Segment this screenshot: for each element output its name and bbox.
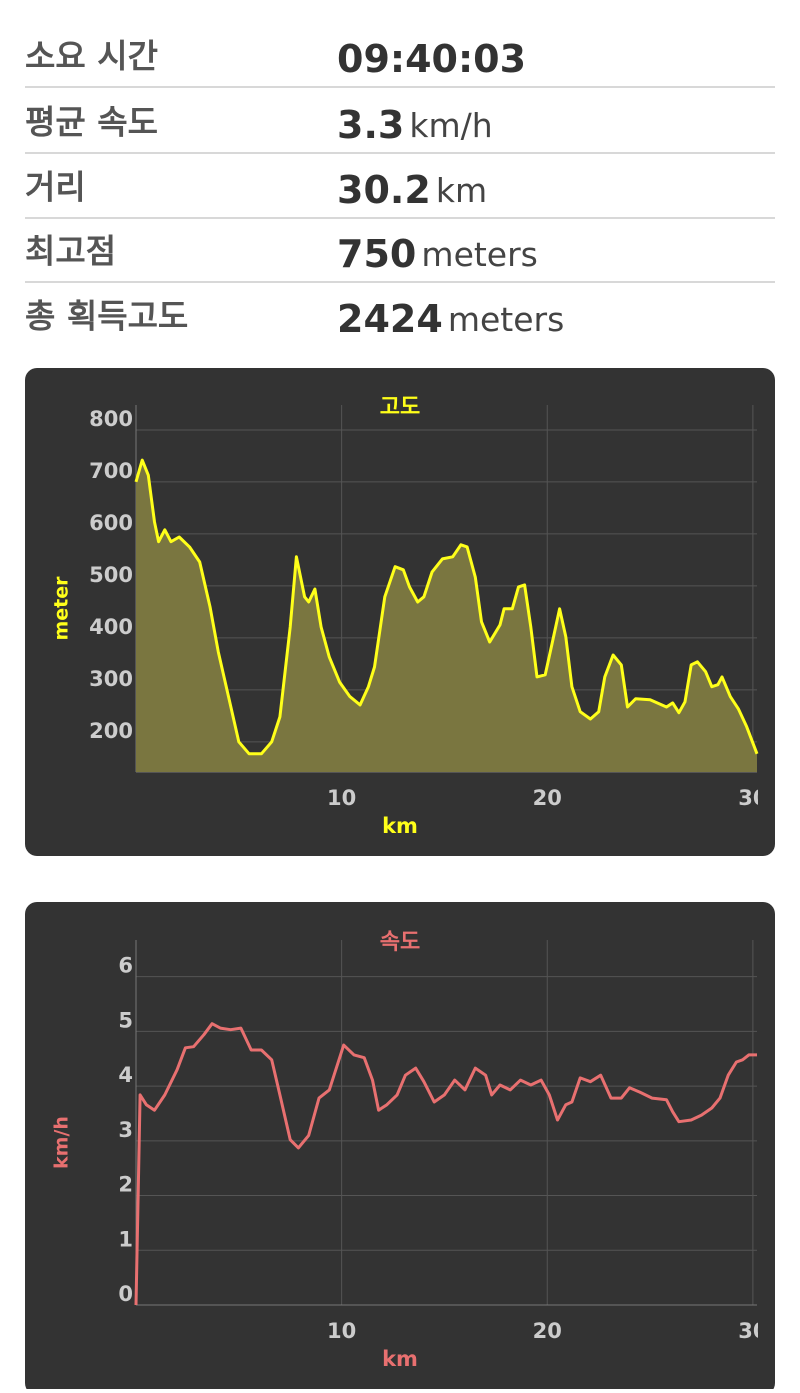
x-tick-label: 30 (738, 786, 767, 810)
y-tick-label: 1 (118, 1227, 133, 1251)
x-tick-label: 10 (327, 786, 356, 810)
y-tick-label: 4 (118, 1063, 133, 1087)
stat-value: 750 (337, 232, 416, 276)
line (134, 458, 759, 756)
stat-label: 최고점 (25, 232, 116, 271)
y-tick-label: 500 (89, 563, 133, 587)
y-tick-label: 0 (118, 1282, 133, 1306)
stat-value-line: 750 meters (337, 232, 538, 276)
y-axis-label: meter (51, 576, 73, 641)
stat-value-line: 3.3 km/h (337, 103, 493, 147)
y-tick-label: 3 (118, 1118, 133, 1142)
y-tick-label: 6 (118, 954, 133, 978)
chart-title: 고도 (380, 395, 420, 420)
y-tick-label: 5 (118, 1008, 133, 1032)
y-tick-label: 600 (89, 511, 133, 535)
stat-label: 소요 시간 (25, 37, 158, 76)
y-tick-label: 700 (89, 459, 133, 483)
stat-unit: meters (448, 300, 564, 339)
stat-label: 거리 (25, 168, 86, 207)
area (136, 460, 757, 772)
stat-value-line: 09:40:03 (337, 37, 526, 81)
y-tick-label: 400 (89, 615, 133, 639)
stat-value: 3.3 (337, 103, 404, 147)
stat-value: 2424 (337, 297, 443, 341)
stat-label: 평균 속도 (25, 103, 158, 142)
stat-value-line: 30.2 km (337, 168, 487, 212)
y-tick-label: 200 (89, 719, 133, 743)
x-axis-label: km (382, 814, 418, 838)
stat-label: 총 획득고도 (25, 297, 188, 336)
y-tick-label: 2 (118, 1173, 133, 1197)
chart-title: 속도 (380, 930, 420, 955)
y-tick-label: 800 (89, 407, 133, 431)
x-tick-label: 20 (533, 1319, 562, 1343)
stat-unit: km/h (409, 106, 492, 145)
line (134, 1022, 757, 1306)
chart-panel (25, 902, 775, 1393)
x-tick-label: 10 (327, 1319, 356, 1343)
x-axis-label: km (382, 1347, 418, 1371)
stat-unit: km (436, 171, 487, 210)
stat-value: 09:40:03 (337, 37, 526, 81)
x-tick-label: 30 (738, 1319, 767, 1343)
stat-value-line: 2424 meters (337, 297, 564, 341)
stat-unit: meters (421, 235, 537, 274)
x-tick-label: 20 (533, 786, 562, 810)
y-tick-label: 300 (89, 667, 133, 691)
y-axis-label: km/h (51, 1116, 73, 1169)
stat-value: 30.2 (337, 168, 431, 212)
